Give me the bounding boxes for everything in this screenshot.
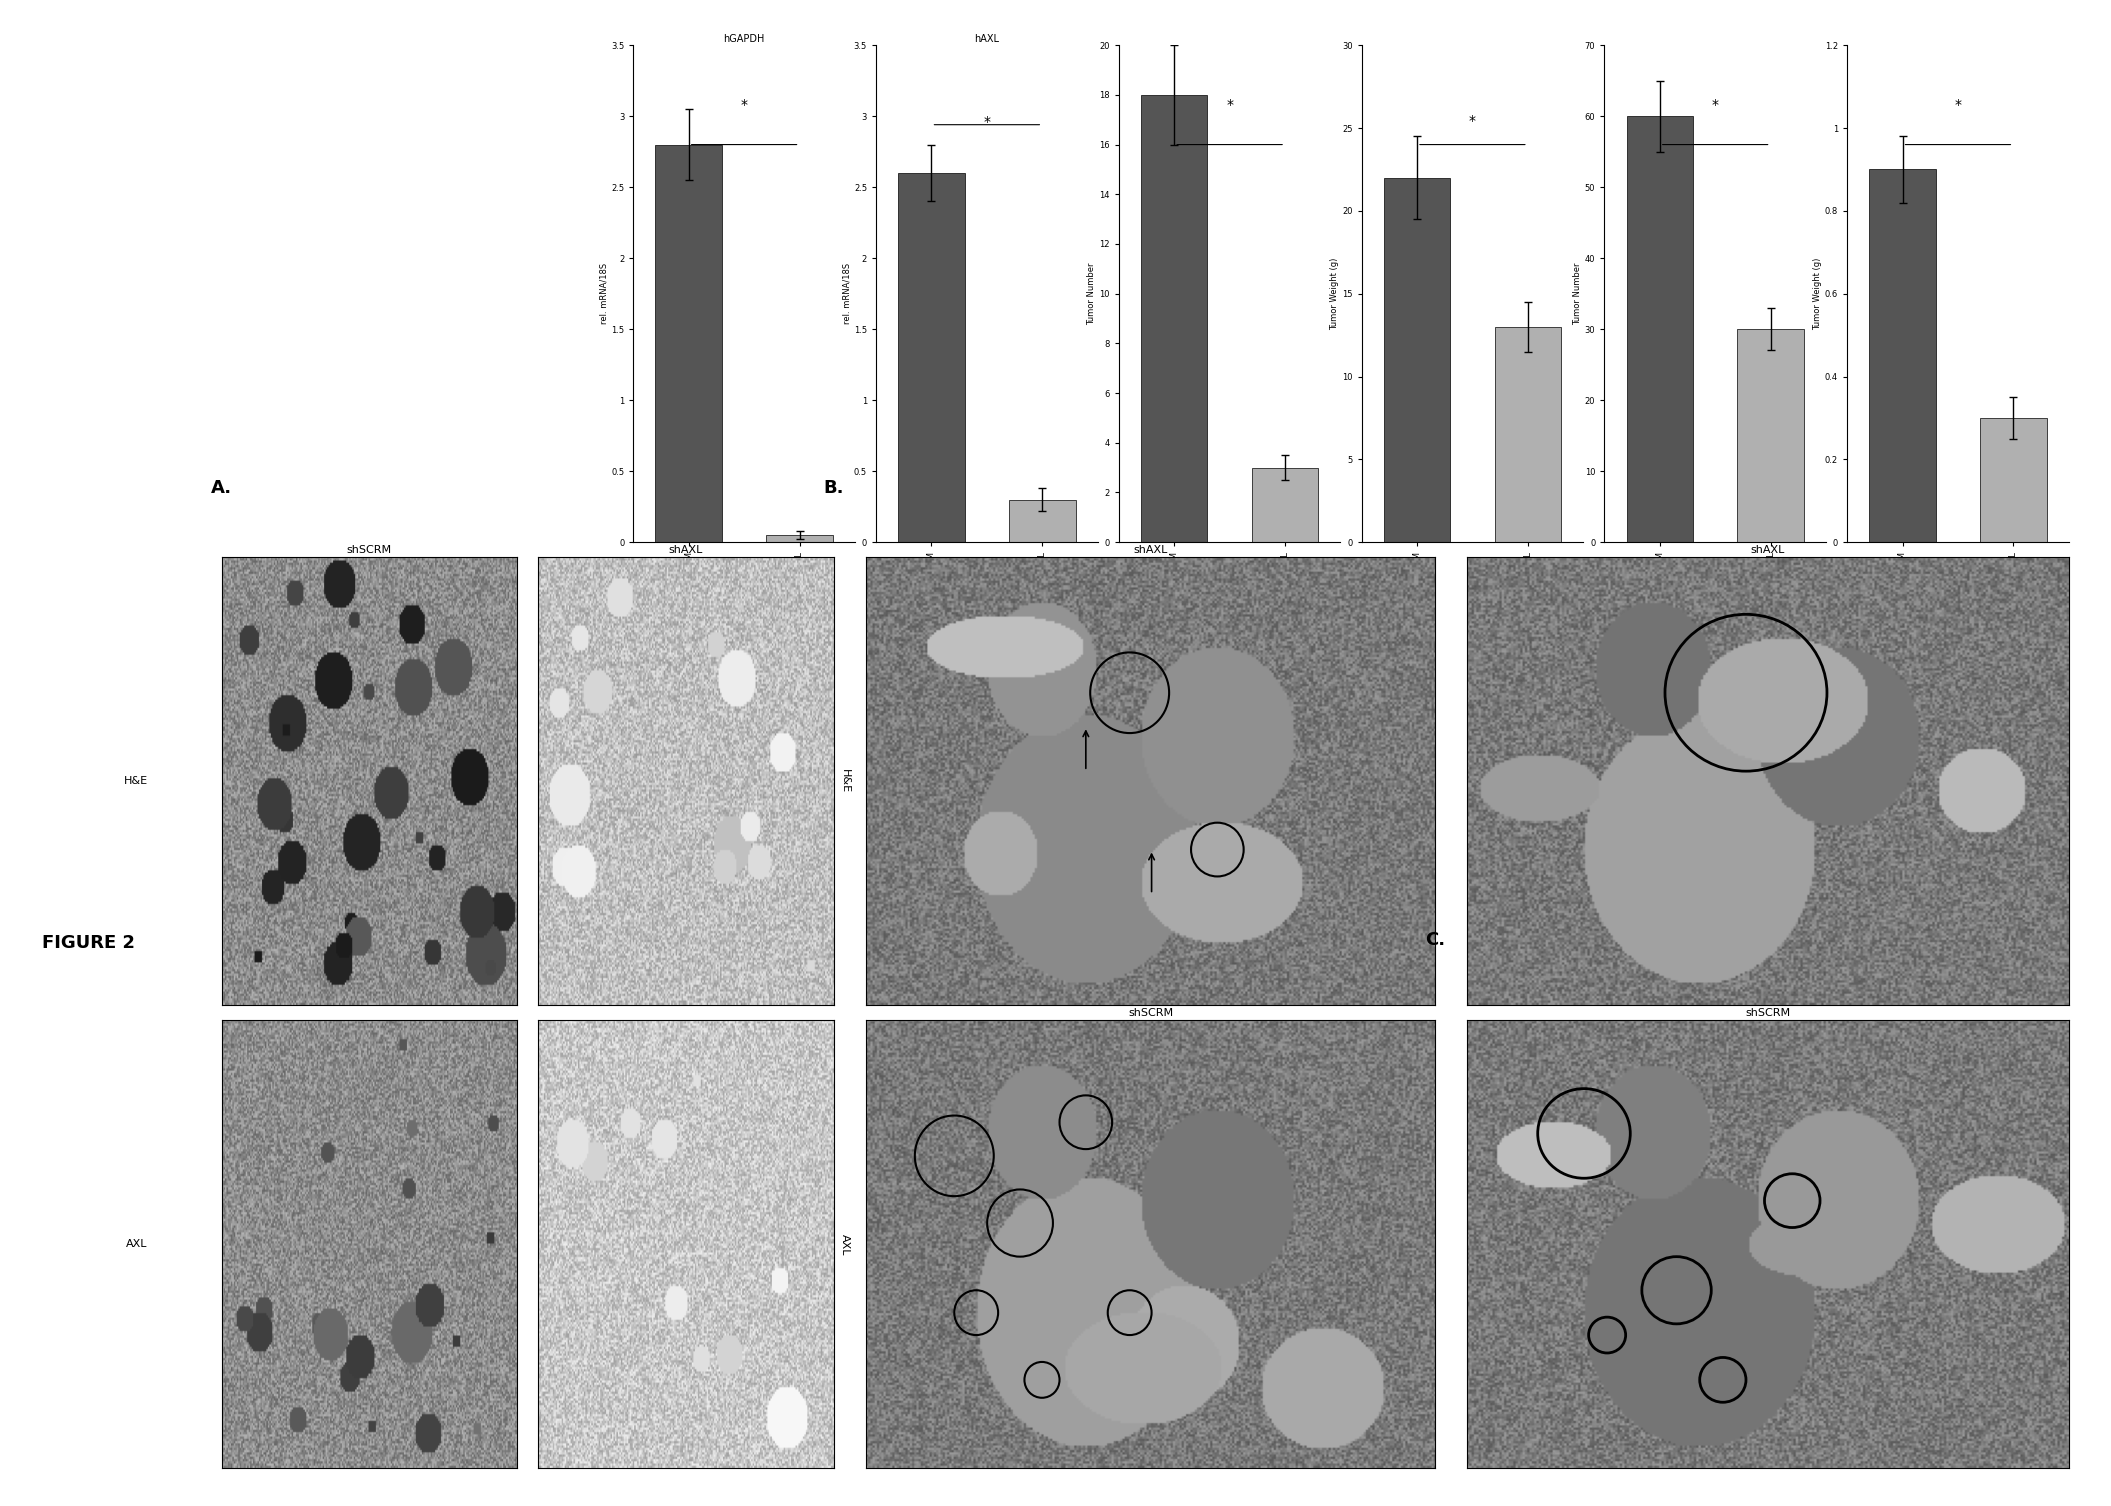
Title: shSCRM: shSCRM xyxy=(1127,1008,1174,1018)
Text: *: * xyxy=(1226,98,1233,111)
Title: shSCRM: shSCRM xyxy=(346,545,393,556)
Bar xyxy=(1737,330,1803,542)
Y-axis label: Tumor Number: Tumor Number xyxy=(1573,262,1581,325)
Y-axis label: Tumor Weight (g): Tumor Weight (g) xyxy=(1330,258,1338,330)
Bar xyxy=(1980,419,2046,542)
Title: shAXL: shAXL xyxy=(1134,545,1167,556)
Text: AXL: AXL xyxy=(840,1233,851,1254)
Text: C.: C. xyxy=(1425,931,1446,949)
Text: B.: B. xyxy=(823,479,844,497)
Bar xyxy=(654,145,722,542)
Text: A.: A. xyxy=(211,479,232,497)
Text: AXL: AXL xyxy=(127,1239,148,1250)
Bar xyxy=(1140,95,1207,542)
Bar xyxy=(1868,170,1936,542)
Bar xyxy=(1383,178,1450,542)
Text: *: * xyxy=(1712,98,1718,111)
Text: H&E: H&E xyxy=(125,776,148,786)
Y-axis label: rel. mRNA/18S: rel. mRNA/18S xyxy=(600,264,608,324)
Text: *: * xyxy=(741,98,747,111)
Y-axis label: rel. mRNA/18S: rel. mRNA/18S xyxy=(842,264,851,324)
Bar xyxy=(1625,116,1693,542)
Text: *: * xyxy=(1955,98,1961,111)
Bar xyxy=(1495,327,1560,542)
Title: shAXL: shAXL xyxy=(1750,545,1786,556)
Bar xyxy=(766,535,832,542)
Text: FIGURE 2: FIGURE 2 xyxy=(42,934,135,952)
Y-axis label: Tumor Weight (g): Tumor Weight (g) xyxy=(1813,258,1822,330)
Bar xyxy=(899,173,965,542)
Title: hGAPDH: hGAPDH xyxy=(724,35,764,44)
Title: shAXL: shAXL xyxy=(669,545,703,556)
Text: *: * xyxy=(984,114,990,130)
Title: hAXL: hAXL xyxy=(975,35,999,44)
Y-axis label: Tumor Number: Tumor Number xyxy=(1087,262,1096,325)
Title: shSCRM: shSCRM xyxy=(1746,1008,1790,1018)
Bar xyxy=(1252,468,1317,542)
Text: H&E: H&E xyxy=(840,770,851,794)
Bar xyxy=(1009,500,1074,542)
Text: *: * xyxy=(1469,113,1476,128)
